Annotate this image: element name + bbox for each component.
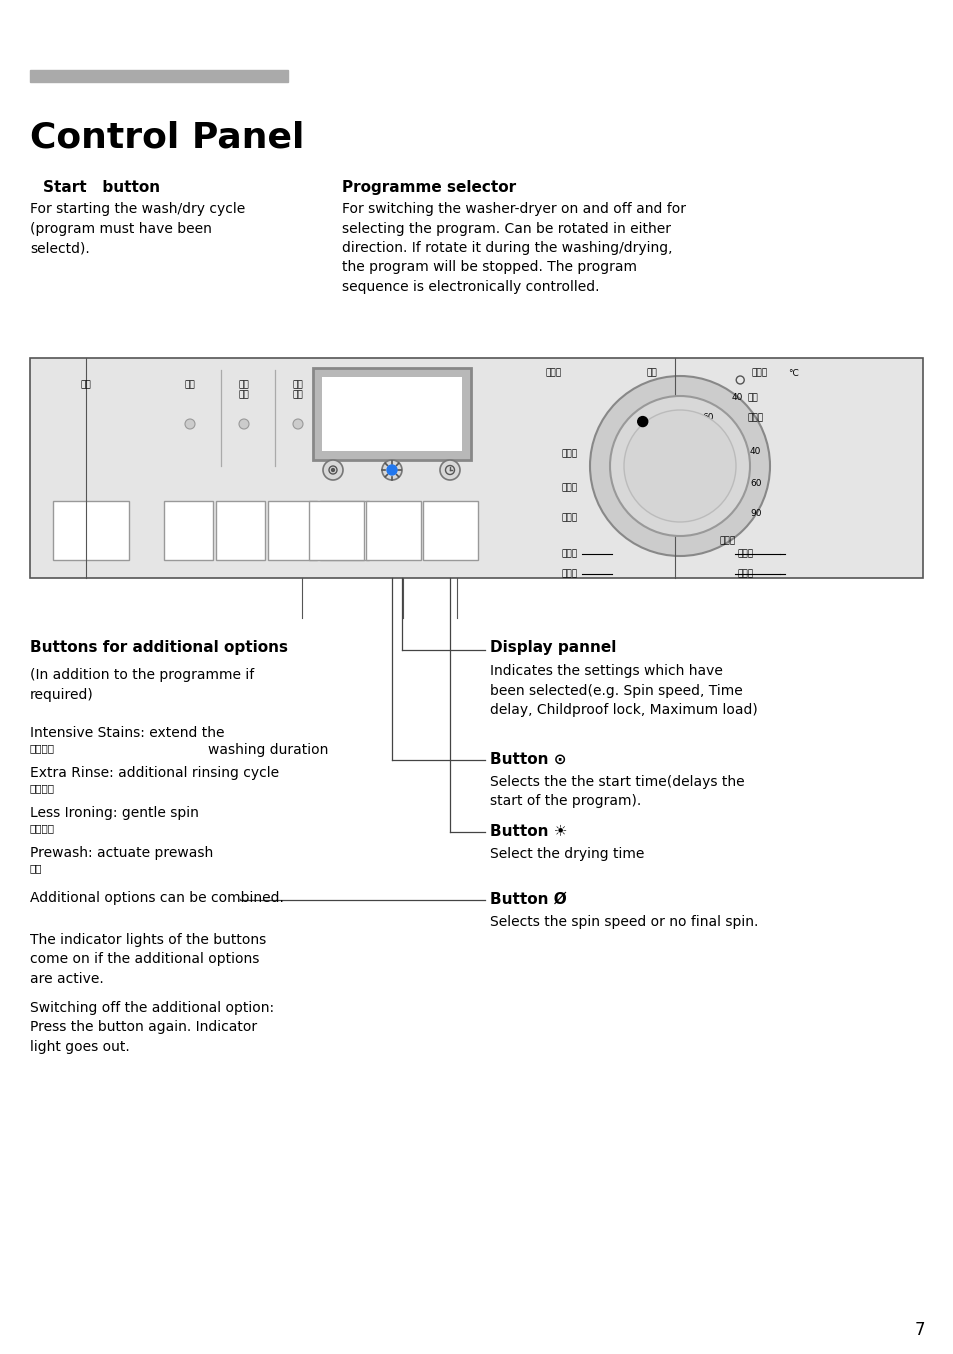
Text: Selects the spin speed or no final spin.: Selects the spin speed or no final spin. <box>490 915 758 929</box>
FancyBboxPatch shape <box>366 501 420 561</box>
Circle shape <box>736 376 743 385</box>
Circle shape <box>331 468 335 471</box>
Bar <box>322 376 461 451</box>
Text: 额外漂洗: 额外漂洗 <box>30 783 55 793</box>
Text: 7: 7 <box>914 1322 924 1339</box>
Text: 冷洗: 冷洗 <box>747 394 758 402</box>
Text: 60: 60 <box>701 413 713 422</box>
Text: 开始: 开始 <box>81 380 91 389</box>
Text: 超柔洗: 超柔洗 <box>561 483 578 493</box>
Circle shape <box>239 418 249 429</box>
Bar <box>313 368 471 460</box>
Text: 额外
漂洗: 额外 漂洗 <box>293 380 303 399</box>
Text: 停止: 停止 <box>646 368 657 378</box>
Text: Start   button: Start button <box>43 180 160 195</box>
Text: 棉织物: 棉织物 <box>751 368 767 378</box>
FancyBboxPatch shape <box>53 501 129 561</box>
Circle shape <box>381 460 401 481</box>
Text: Indicates the settings which have
been selected(e.g. Spin speed, Time
delay, Chi: Indicates the settings which have been s… <box>490 663 757 718</box>
Text: The indicator lights of the buttons
come on if the additional options
are active: The indicator lights of the buttons come… <box>30 933 266 986</box>
Text: 羊毛洗: 羊毛洗 <box>561 513 578 523</box>
Text: 40: 40 <box>749 447 760 455</box>
Text: Selects the the start time(delays the
start of the program).: Selects the the start time(delays the st… <box>490 774 744 808</box>
Text: 弱烘干: 弱烘干 <box>561 450 578 459</box>
Text: Additional options can be combined.: Additional options can be combined. <box>30 891 284 904</box>
Text: 单洗涤: 单洗涤 <box>738 550 753 558</box>
Text: 单排水: 单排水 <box>561 550 578 558</box>
Circle shape <box>323 460 343 481</box>
Text: 60: 60 <box>749 479 760 489</box>
Circle shape <box>589 376 769 556</box>
Text: Intensive Stains: extend the: Intensive Stains: extend the <box>30 726 224 741</box>
FancyBboxPatch shape <box>422 501 477 561</box>
FancyBboxPatch shape <box>164 501 213 561</box>
Text: For switching the washer-dryer on and off and for
selecting the program. Can be : For switching the washer-dryer on and of… <box>341 202 685 294</box>
Text: Select the drying time: Select the drying time <box>490 848 643 861</box>
FancyBboxPatch shape <box>215 501 265 561</box>
Bar <box>30 70 288 83</box>
Text: Extra Rinse: additional rinsing cycle: Extra Rinse: additional rinsing cycle <box>30 766 279 780</box>
Text: 防皴免熨: 防皴免熨 <box>30 823 55 833</box>
Circle shape <box>609 395 749 536</box>
Circle shape <box>346 418 355 429</box>
Bar <box>30 357 923 578</box>
Text: 化纤洗: 化纤洗 <box>545 368 561 378</box>
Text: 90: 90 <box>749 509 760 519</box>
FancyBboxPatch shape <box>319 501 369 561</box>
Circle shape <box>387 464 396 475</box>
Text: 超快洗: 超快洗 <box>747 413 763 422</box>
Text: 防皴
免熨: 防皴 免熨 <box>238 380 249 399</box>
Circle shape <box>185 418 194 429</box>
Text: Control Panel: Control Panel <box>30 121 304 154</box>
Text: (In addition to the programme if
required): (In addition to the programme if require… <box>30 668 254 701</box>
Text: 30: 30 <box>669 483 680 493</box>
Text: 单漂洗: 单漂洗 <box>738 570 753 578</box>
Circle shape <box>293 418 303 429</box>
FancyBboxPatch shape <box>268 501 316 561</box>
Text: 强力去污: 强力去污 <box>30 743 55 753</box>
Text: Less Ironing: gentle spin: Less Ironing: gentle spin <box>30 806 198 821</box>
Text: washing duration: washing duration <box>208 743 328 757</box>
Text: Switching off the additional option:
Press the button again. Indicator
light goe: Switching off the additional option: Pre… <box>30 1001 274 1053</box>
Text: 预洗: 预洗 <box>30 862 43 873</box>
Text: Programme selector: Programme selector <box>341 180 516 195</box>
Circle shape <box>439 460 459 481</box>
Circle shape <box>637 417 647 427</box>
Text: Buttons for additional options: Buttons for additional options <box>30 640 288 655</box>
Circle shape <box>623 410 735 523</box>
Text: Button ☀: Button ☀ <box>490 825 567 839</box>
Text: Display pannel: Display pannel <box>490 640 616 655</box>
Text: Button Ø: Button Ø <box>490 892 566 907</box>
Text: 单脱水: 单脱水 <box>561 570 578 578</box>
Text: 预洗: 预洗 <box>185 380 195 389</box>
Text: Button ⊙: Button ⊙ <box>490 751 566 766</box>
Text: 强烘干: 强烘干 <box>720 536 736 546</box>
Text: 40: 40 <box>731 394 742 402</box>
Text: 强力
去污: 强力 去污 <box>345 380 356 399</box>
Text: °C: °C <box>787 368 798 378</box>
Text: Prewash: actuate prewash: Prewash: actuate prewash <box>30 846 213 860</box>
Text: For starting the wash/dry cycle
(program must have been
selectd).: For starting the wash/dry cycle (program… <box>30 202 245 255</box>
FancyBboxPatch shape <box>309 501 364 561</box>
Text: 30: 30 <box>669 513 680 523</box>
